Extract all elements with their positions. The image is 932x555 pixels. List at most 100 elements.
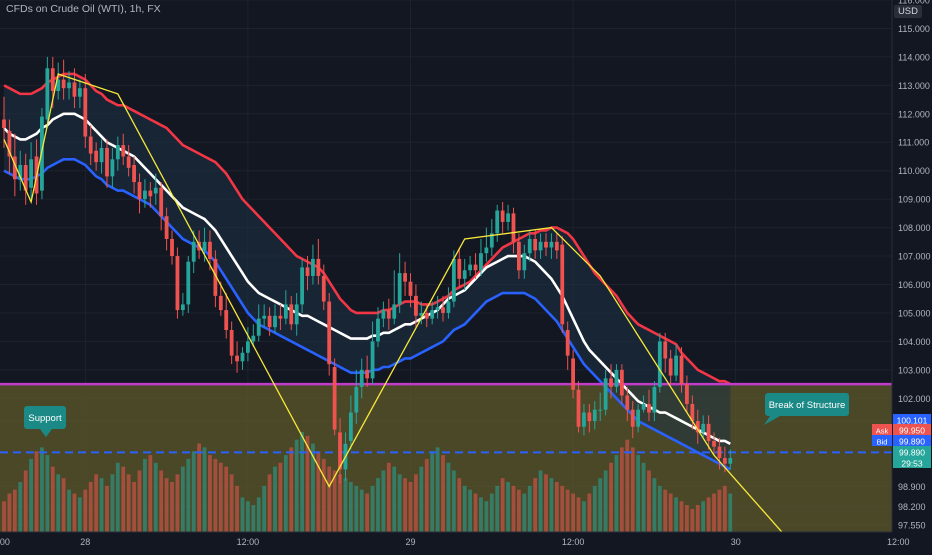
volume-bar[interactable]: [348, 482, 353, 532]
price-tag-value[interactable]: 99.890: [899, 437, 925, 447]
candle-body[interactable]: [83, 88, 88, 137]
volume-bar[interactable]: [262, 485, 267, 532]
candle-body[interactable]: [701, 423, 706, 433]
price-tag-value[interactable]: 99.890: [899, 448, 925, 458]
volume-bar[interactable]: [110, 474, 115, 532]
price-tag-value[interactable]: 29:53: [901, 459, 923, 469]
candle-body[interactable]: [45, 68, 50, 120]
volume-bar[interactable]: [327, 466, 332, 532]
candle-body[interactable]: [229, 330, 234, 356]
candle-body[interactable]: [94, 150, 99, 163]
volume-bar[interactable]: [159, 470, 164, 532]
time-tick-label[interactable]: 29: [405, 537, 415, 547]
candle-body[interactable]: [218, 295, 223, 311]
volume-bar[interactable]: [451, 470, 456, 532]
candle-body[interactable]: [582, 412, 586, 427]
volume-bar[interactable]: [246, 501, 250, 532]
candle-body[interactable]: [202, 241, 207, 251]
candle-body[interactable]: [18, 165, 23, 180]
volume-bar[interactable]: [506, 482, 510, 532]
price-tick-label[interactable]: 103.000: [898, 365, 931, 375]
volume-bar[interactable]: [441, 455, 445, 532]
volume-bar[interactable]: [115, 462, 120, 532]
candle-body[interactable]: [23, 165, 28, 191]
candle-body[interactable]: [451, 258, 456, 302]
price-tick-label[interactable]: 97.550: [898, 520, 926, 530]
candle-body[interactable]: [706, 423, 711, 441]
candle-body[interactable]: [386, 310, 391, 319]
candle-body[interactable]: [262, 315, 267, 319]
volume-bar[interactable]: [652, 478, 657, 532]
volume-bar[interactable]: [251, 505, 256, 532]
candle-body[interactable]: [121, 145, 126, 157]
candle-body[interactable]: [614, 369, 619, 387]
volume-bar[interactable]: [446, 462, 451, 532]
volume-bar[interactable]: [191, 451, 196, 532]
volume-bar[interactable]: [148, 455, 153, 532]
candle-body[interactable]: [489, 233, 494, 248]
bos-label-box[interactable]: [765, 393, 849, 416]
candle-body[interactable]: [67, 82, 71, 89]
candle-body[interactable]: [408, 281, 413, 296]
candle-body[interactable]: [549, 241, 554, 248]
volume-bar[interactable]: [121, 466, 126, 532]
candle-body[interactable]: [224, 310, 229, 331]
volume-bar[interactable]: [186, 458, 191, 532]
volume-bar[interactable]: [408, 482, 413, 532]
volume-bar[interactable]: [576, 497, 581, 532]
volume-bar[interactable]: [164, 478, 169, 532]
price-tag-label-box[interactable]: [872, 435, 892, 446]
volume-bar[interactable]: [218, 462, 223, 532]
candle-body[interactable]: [246, 341, 250, 353]
volume-bar[interactable]: [674, 497, 678, 532]
volume-bar[interactable]: [538, 470, 543, 532]
volume-bar[interactable]: [153, 462, 158, 532]
time-tick-label[interactable]: 28: [80, 537, 90, 547]
volume-bar[interactable]: [2, 501, 6, 532]
volume-bar[interactable]: [376, 478, 380, 532]
candle-body[interactable]: [164, 216, 169, 239]
volume-bar[interactable]: [668, 493, 673, 532]
volume-bar[interactable]: [294, 439, 299, 532]
candle-body[interactable]: [652, 386, 657, 413]
candle-body[interactable]: [235, 355, 239, 362]
candle-body[interactable]: [403, 273, 407, 282]
volume-bar[interactable]: [392, 466, 397, 532]
volume-bar[interactable]: [592, 485, 597, 532]
candle-body[interactable]: [273, 315, 277, 328]
price-tick-label[interactable]: 112.000: [898, 109, 930, 119]
price-tick-label[interactable]: 113.000: [898, 81, 930, 91]
candle-body[interactable]: [137, 182, 142, 200]
volume-bar[interactable]: [170, 482, 174, 532]
volume-bar[interactable]: [533, 478, 538, 532]
candle-body[interactable]: [132, 165, 136, 183]
candle-body[interactable]: [473, 264, 478, 271]
volume-bar[interactable]: [359, 489, 364, 532]
candle-body[interactable]: [213, 258, 218, 296]
volume-bar[interactable]: [706, 497, 711, 532]
volume-bar[interactable]: [365, 493, 370, 532]
volume-bar[interactable]: [354, 485, 359, 532]
time-tick-label[interactable]: 30: [731, 537, 741, 547]
price-tick-label[interactable]: 106.000: [898, 280, 931, 290]
volume-bar[interactable]: [598, 478, 603, 532]
support-label-box[interactable]: [24, 406, 66, 429]
candle-body[interactable]: [170, 238, 174, 257]
volume-bar[interactable]: [685, 505, 689, 532]
volume-bar[interactable]: [468, 489, 473, 532]
volume-bar[interactable]: [88, 482, 93, 532]
volume-bar[interactable]: [316, 451, 321, 532]
volume-bar[interactable]: [403, 478, 407, 532]
volume-bar[interactable]: [67, 489, 71, 532]
volume-bar[interactable]: [143, 458, 147, 532]
volume-bar[interactable]: [34, 451, 39, 532]
candle-body[interactable]: [619, 369, 624, 396]
candle-body[interactable]: [517, 241, 521, 271]
symbol-title[interactable]: CFDs on Crude Oil (WTI), 1h, FX: [6, 3, 161, 15]
volume-bar[interactable]: [511, 485, 516, 532]
candle-body[interactable]: [186, 261, 191, 305]
price-tag-label-box[interactable]: [872, 424, 892, 435]
candle-body[interactable]: [462, 270, 467, 279]
volume-bar[interactable]: [40, 447, 44, 532]
